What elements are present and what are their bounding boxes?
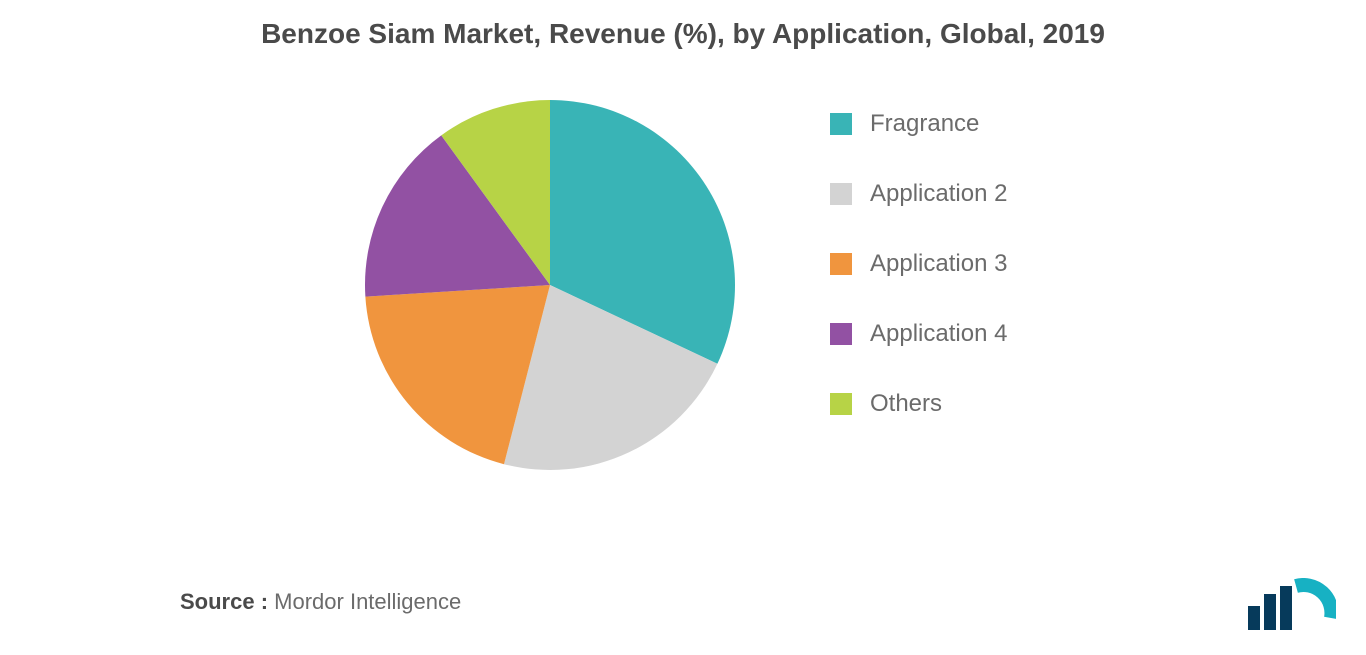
source-value: Mordor Intelligence: [274, 589, 461, 614]
legend-swatch: [830, 183, 852, 205]
legend-swatch: [830, 113, 852, 135]
legend-swatch: [830, 393, 852, 415]
legend-item: Application 2: [830, 180, 1007, 208]
legend: Fragrance Application 2 Application 3 Appli…: [830, 110, 1007, 418]
legend-item: Others: [830, 390, 1007, 418]
source-attribution: Source : Mordor Intelligence: [180, 589, 461, 615]
chart-title: Benzoe Siam Market, Revenue (%), by Appl…: [0, 18, 1366, 50]
legend-label: Fragrance: [870, 110, 979, 138]
legend-item: Fragrance: [830, 110, 1007, 138]
legend-label: Others: [870, 390, 942, 418]
legend-item: Application 3: [830, 250, 1007, 278]
source-label: Source :: [180, 589, 268, 614]
legend-label: Application 4: [870, 320, 1007, 348]
legend-label: Application 2: [870, 180, 1007, 208]
brand-logo: [1246, 578, 1336, 633]
legend-swatch: [830, 323, 852, 345]
legend-item: Application 4: [830, 320, 1007, 348]
legend-swatch: [830, 253, 852, 275]
pie-chart: [360, 95, 740, 475]
legend-label: Application 3: [870, 250, 1007, 278]
